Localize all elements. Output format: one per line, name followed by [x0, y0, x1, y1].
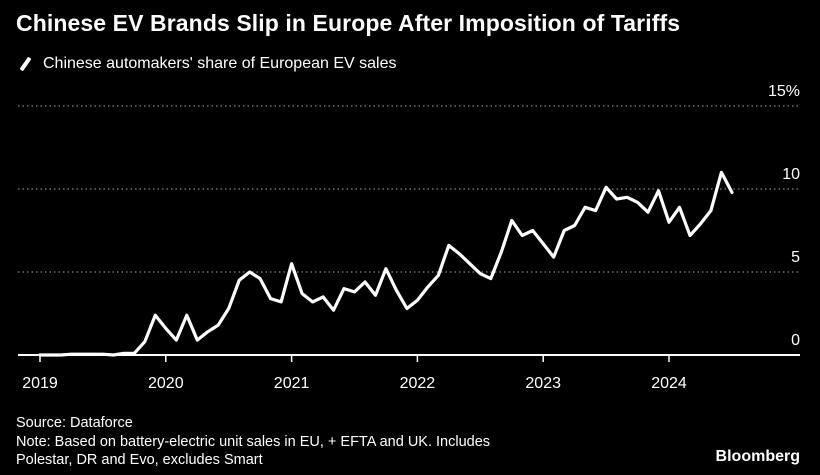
x-tick-label-2022: 2022	[400, 375, 436, 392]
legend: Chinese automakers' share of European EV…	[16, 55, 396, 73]
note-line-2: Polestar, DR and Evo, excludes Smart	[16, 452, 263, 468]
x-tick-label-2020: 2020	[148, 375, 184, 392]
note-line-1: Note: Based on battery-electric unit sal…	[16, 433, 491, 450]
y-tick-label-0: 0	[791, 332, 800, 349]
y-tick-label-10: 10	[782, 166, 800, 183]
brand-logo: Bloomberg	[715, 448, 800, 465]
x-tick-label-2019: 2019	[22, 375, 58, 392]
y-tick-label-5: 5	[791, 249, 800, 266]
y-tick-label-15: 15%	[768, 83, 800, 100]
series-line-0	[38, 170, 734, 357]
x-tick-label-2021: 2021	[274, 375, 310, 392]
chart-title: Chinese EV Brands Slip in Europe After I…	[16, 10, 681, 36]
legend-label: Chinese automakers' share of European EV…	[43, 55, 397, 72]
chart-area: 0 5 10 15% 2019 2020 2021 2022 2023 2024	[18, 83, 800, 392]
footer: Source: Dataforce Note: Based on battery…	[16, 414, 490, 470]
x-tick-label-2024: 2024	[651, 375, 687, 392]
source-text: Source: Dataforce	[16, 415, 133, 431]
x-tick-label-2023: 2023	[525, 375, 561, 392]
